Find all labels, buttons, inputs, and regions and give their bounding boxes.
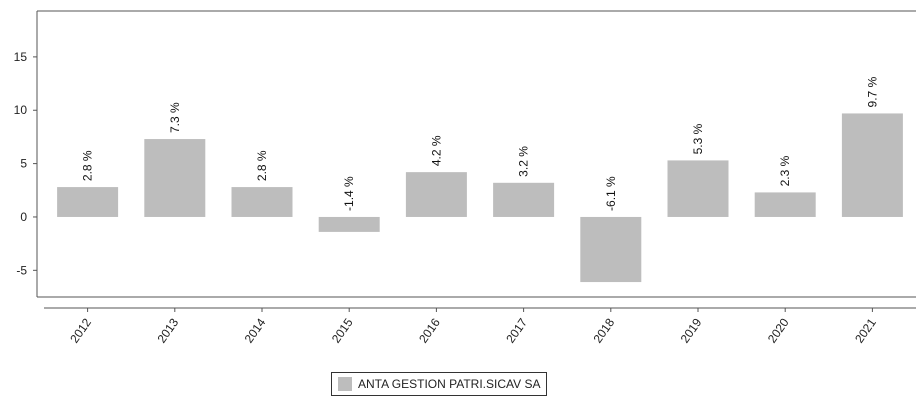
data-labels: 2.8 % 7.3 % 2.8 % -1.4 % 4.2 % 3.2 % -6.1 % 5.3…	[81, 76, 880, 211]
legend-label: ANTA GESTION PATRI.SICAV SA	[358, 377, 541, 391]
bar-2020	[754, 192, 816, 217]
x-tick-label: 2014	[242, 315, 269, 345]
data-label-2013: 7.3 %	[168, 102, 182, 133]
x-tick-label: 2012	[67, 315, 94, 345]
y-tick-label: -5	[16, 263, 27, 277]
plot-frame	[36, 10, 916, 298]
legend-swatch	[338, 377, 352, 391]
data-label-2021: 9.7 %	[865, 76, 879, 107]
bar-2014	[231, 187, 293, 217]
bar-2013	[144, 139, 206, 217]
x-tick-label: 2021	[852, 315, 879, 345]
x-tick-label: 2017	[503, 315, 530, 345]
data-label-2016: 4.2 %	[429, 135, 443, 166]
x-axis: 2012 2013 2014 2015 2016 2017 2018 2019 2020 2021	[44, 307, 916, 346]
data-label-2020: 2.3 %	[778, 155, 792, 186]
data-label-2018: -6.1 %	[604, 176, 618, 211]
x-tick-label: 2013	[154, 315, 181, 345]
bar-2021	[841, 113, 903, 217]
x-tick-label: 2019	[678, 315, 705, 345]
bar-2017	[493, 182, 555, 217]
bar-2018	[580, 216, 642, 283]
data-label-2012: 2.8 %	[81, 150, 95, 181]
y-tick-label: 0	[20, 210, 27, 224]
bar-2016	[405, 172, 467, 217]
data-label-2014: 2.8 %	[255, 150, 269, 181]
bar-2012	[57, 187, 119, 217]
data-label-2019: 5.3 %	[691, 123, 705, 154]
bars	[57, 113, 903, 283]
y-tick-label: 10	[14, 103, 28, 117]
y-axis: -5 0 5 10 15	[14, 50, 37, 277]
bar-2019	[667, 160, 729, 217]
y-tick-label: 5	[20, 157, 27, 171]
x-tick-label: 2015	[329, 315, 356, 345]
data-label-2015: -1.4 %	[342, 176, 356, 211]
bar-2015	[318, 216, 380, 232]
y-tick-label: 15	[14, 50, 28, 64]
x-tick-label: 2016	[416, 315, 443, 345]
x-tick-label: 2018	[590, 315, 617, 345]
legend: ANTA GESTION PATRI.SICAV SA	[331, 372, 548, 396]
data-label-2017: 3.2 %	[517, 146, 531, 177]
x-tick-label: 2020	[765, 315, 792, 345]
